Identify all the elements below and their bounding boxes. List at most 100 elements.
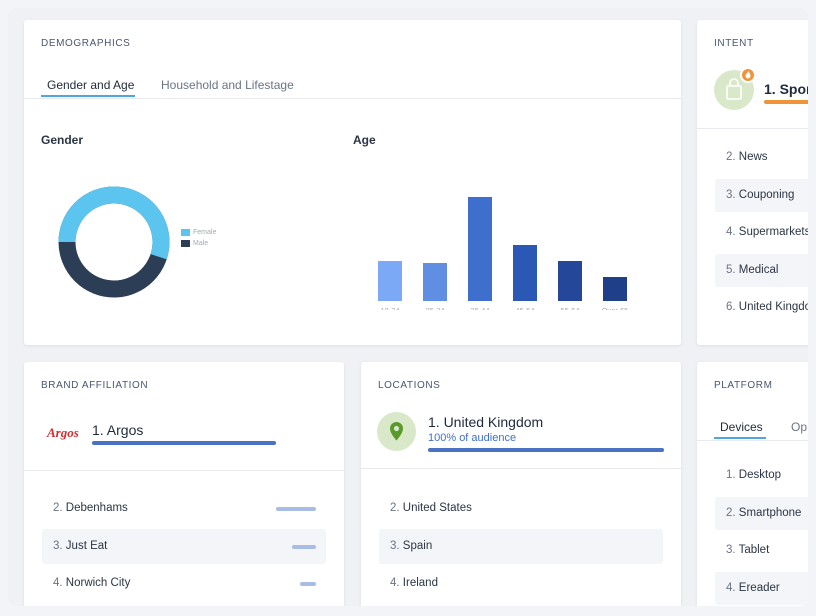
- list-item-label: Desktop: [738, 469, 781, 481]
- shopping-bag-icon: [726, 78, 742, 100]
- list-item-label: Ereader: [738, 581, 780, 594]
- list-item-label: Norwich City: [65, 577, 131, 589]
- gender-donut-chart: [58, 186, 170, 298]
- intent-title: INTENT: [714, 38, 754, 49]
- list-item[interactable]: 2. News: [715, 141, 808, 174]
- age-tick-label: 45-54: [515, 306, 534, 310]
- list-item-label: Couponing: [738, 188, 795, 201]
- list-item[interactable]: 3. Tablet: [715, 534, 808, 567]
- legend-male: Male: [181, 238, 216, 249]
- age-tick-label: 25-34: [425, 306, 444, 310]
- list-item[interactable]: 2. Debenhams: [42, 491, 326, 526]
- locations-top-bar: [428, 448, 664, 452]
- list-item-label: United States: [402, 502, 472, 514]
- brand-affiliation-card: BRAND AFFILIATION Argos 1. Argos 2. Debe…: [24, 362, 344, 606]
- age-bar-4: [558, 261, 582, 301]
- list-item-share-bar: [276, 507, 316, 511]
- list-item-rank: 2.: [53, 502, 66, 514]
- list-item[interactable]: 3. Spain: [379, 528, 663, 564]
- gender-title: Gender: [41, 133, 84, 147]
- list-item-label: News: [738, 151, 768, 163]
- age-bar-0: [378, 261, 402, 301]
- locations-divider: [361, 468, 681, 469]
- list-item-rank: 3.: [53, 539, 66, 552]
- list-item-rank: 3.: [726, 544, 739, 556]
- list-item[interactable]: 3. Couponing: [715, 178, 808, 212]
- age-bar-3: [513, 245, 537, 301]
- list-item-rank: 3.: [390, 539, 403, 552]
- demographics-card: DEMOGRAPHICS Gender and Age Household an…: [24, 20, 681, 345]
- list-item-label: Medical: [738, 263, 779, 276]
- dashboard: DEMOGRAPHICS Gender and Age Household an…: [8, 8, 808, 606]
- platform-divider: [697, 440, 808, 441]
- list-item-rank: 4.: [390, 577, 403, 589]
- list-item[interactable]: 4. Ireland: [379, 566, 663, 601]
- list-item-rank: 4.: [726, 581, 739, 594]
- brand-top-bar: [92, 441, 276, 445]
- list-item[interactable]: 6. United Kingdom: [715, 291, 808, 324]
- argos-logo: Argos: [47, 425, 79, 440]
- list-item[interactable]: 2. Smartphone: [715, 496, 808, 530]
- list-item-share-bar: [300, 582, 316, 586]
- gender-legend: Female Male: [181, 227, 216, 249]
- legend-female: Female: [181, 227, 216, 238]
- intent-card: INTENT 1. Sport 2. News 3. Couponing 4. Su…: [697, 20, 808, 345]
- platform-title: PLATFORM: [714, 380, 773, 391]
- tab-household-and-lifestage[interactable]: Household and Lifestage: [161, 78, 294, 92]
- map-pin-icon: [390, 422, 403, 441]
- locations-top-sub: 100% of audience: [428, 432, 517, 444]
- list-item-label: Tablet: [738, 544, 770, 556]
- tab-devices[interactable]: Devices: [720, 420, 763, 434]
- tabs-divider: [24, 98, 681, 99]
- intent-divider: [697, 128, 808, 129]
- tab-active-underline: [41, 95, 135, 97]
- list-item-label: Supermarkets: [738, 226, 808, 238]
- list-item-label: Just Eat: [65, 539, 108, 552]
- age-bar-5: [603, 277, 627, 301]
- tab-gender-and-age[interactable]: Gender and Age: [47, 78, 135, 92]
- age-tick-label: 35-44: [470, 306, 489, 310]
- list-item-label: Debenhams: [65, 502, 128, 514]
- locations-top-item[interactable]: 1. United Kingdom: [428, 414, 544, 430]
- age-tick-label: 18-24: [380, 306, 399, 310]
- list-item-label: Ireland: [402, 577, 438, 589]
- list-item-rank: 6.: [726, 301, 739, 313]
- list-item-rank: 3.: [726, 188, 739, 201]
- list-item[interactable]: 5. Medical: [715, 253, 808, 287]
- age-title: Age: [353, 133, 376, 147]
- locations-card: LOCATIONS 1. United Kingdom 100% of audi…: [361, 362, 681, 606]
- list-item-rank: 4.: [726, 226, 739, 238]
- platform-tab-underline: [714, 437, 766, 439]
- legend-male-swatch: [181, 239, 190, 247]
- list-item[interactable]: 2. United States: [379, 491, 663, 526]
- platform-card: PLATFORM Devices Op 1. Desktop 2. Smartph…: [697, 362, 808, 606]
- age-bar-2: [468, 197, 492, 301]
- list-item[interactable]: 4. Norwich City: [42, 566, 326, 601]
- donut-female-segment: [58, 186, 170, 298]
- location-icon-circle: [377, 412, 416, 451]
- tab-operating-systems[interactable]: Op: [791, 420, 808, 434]
- legend-female-swatch: [181, 228, 190, 236]
- list-item-share-bar: [292, 544, 316, 549]
- intent-top-bar: [764, 100, 808, 104]
- brand-divider: [24, 470, 344, 471]
- list-item[interactable]: 4. Ereader: [715, 571, 808, 605]
- list-item-rank: 2.: [726, 506, 739, 519]
- list-item-rank: 2.: [390, 502, 403, 514]
- age-bar-chart: 18-24 25-34 35-44 45-54 55-64 Over 65: [378, 197, 628, 310]
- list-item-rank: 1.: [726, 469, 739, 481]
- list-item-label: United Kingdom: [738, 301, 808, 313]
- list-item-rank: 4.: [53, 577, 66, 589]
- list-item-rank: 5.: [726, 263, 739, 276]
- brand-affiliation-title: BRAND AFFILIATION: [41, 380, 149, 391]
- locations-title: LOCATIONS: [378, 380, 441, 391]
- list-item[interactable]: 3. Just Eat: [42, 528, 326, 564]
- age-tick-label: 55-64: [560, 306, 579, 310]
- intent-top-item[interactable]: 1. Sport: [764, 81, 808, 97]
- fire-icon: [740, 67, 756, 83]
- list-item-label: Smartphone: [738, 506, 802, 519]
- list-item-rank: 2.: [726, 151, 739, 163]
- list-item[interactable]: 4. Supermarkets: [715, 216, 808, 249]
- brand-top-item[interactable]: 1. Argos: [92, 422, 144, 438]
- list-item[interactable]: 1. Desktop: [715, 459, 808, 492]
